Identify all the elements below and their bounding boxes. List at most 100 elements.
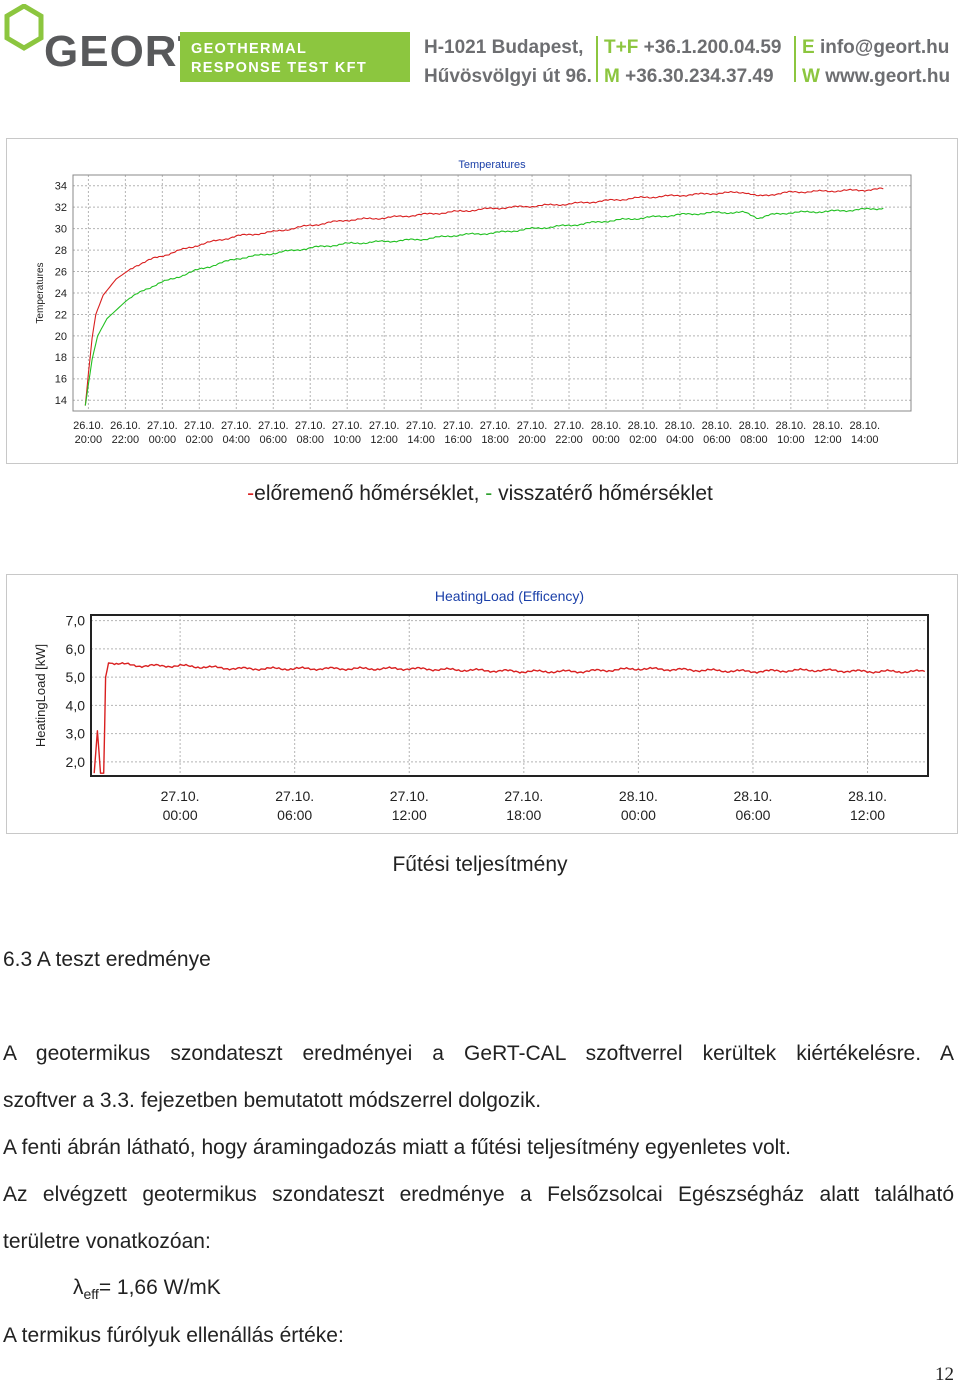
x-tick-label-time: 14:00 [851, 434, 879, 446]
phone-2: +36.30.234.37.49 [625, 66, 774, 87]
phone-label-2: M [604, 66, 620, 87]
y-tick-label: 14 [55, 395, 67, 407]
paragraph-1-line-2: szoftver a 3.3. fejezetben bemutatott mó… [3, 1089, 542, 1112]
x-tick-label-date: 27.10. [147, 420, 178, 432]
x-tick-label-date: 26.10. [73, 420, 104, 432]
logo-text: GEORT [44, 27, 206, 76]
y-tick-label: 6,0 [66, 641, 86, 657]
x-tick-label-time: 00:00 [592, 434, 620, 446]
x-tick-label-date: 28.10. [702, 420, 733, 432]
y-tick-label: 34 [55, 181, 67, 193]
x-tick-label-time: 18:00 [481, 434, 509, 446]
lambda-value: λeff= 1,66 W/mK [73, 1276, 221, 1302]
series-line-1 [84, 187, 884, 406]
email-label: E [802, 37, 815, 58]
y-tick-label: 2,0 [66, 754, 86, 770]
x-tick-label-time: 06:00 [277, 807, 312, 823]
heating-load-caption: Fűtési teljesítmény [392, 853, 568, 876]
x-tick-label-time: 12:00 [392, 807, 427, 823]
series-line-1 [93, 662, 926, 774]
heating-load-chart-svg: HeatingLoad (Efficency) HeatingLoad [kW] 2… [33, 588, 929, 823]
x-tick-label-date: 27.10. [406, 420, 437, 432]
x-tick-label-time: 12:00 [370, 434, 398, 446]
series-line-2 [84, 207, 884, 406]
x-tick-label-date: 27.10. [275, 788, 314, 804]
plot-frame [72, 174, 912, 412]
y-tick-label: 16 [55, 374, 67, 386]
web-column: E info@geort.hu W www.geort.hu [802, 33, 950, 91]
lambda-symbol: λ [73, 1276, 84, 1299]
x-tick-label-time: 16:00 [444, 434, 472, 446]
paragraph-2: A fenti ábrán látható, hogy áramingadozá… [3, 1136, 791, 1159]
address-line-2: Hűvösvölgyi út 96. [424, 66, 592, 87]
x-tick-label-time: 12:00 [850, 807, 885, 823]
x-tick-label-time: 00:00 [163, 807, 198, 823]
plot-frame [90, 614, 929, 777]
paragraph-3-line-1: Az elvégzett geotermikus szondateszt ere… [3, 1183, 954, 1206]
phone-line-1: T+F +36.1.200.04.59 [604, 33, 781, 62]
paragraph-3-line-2: területre vonatkozóan: [3, 1230, 211, 1253]
x-tick-label-date: 27.10. [161, 788, 200, 804]
y-tick-label: 5,0 [66, 669, 86, 685]
lambda-subscript: eff [83, 1286, 99, 1303]
page-number: 12 [935, 1364, 954, 1385]
y-axis-label: Temperatures [35, 262, 46, 323]
logo-band: GEOTHERMAL RESPONSE TEST KFT [180, 32, 410, 82]
header-divider [596, 36, 598, 82]
web-label: W [802, 66, 820, 87]
y-tick-label: 28 [55, 245, 67, 257]
chart-title: Temperatures [458, 159, 526, 171]
x-tick-label-date: 28.10. [848, 788, 887, 804]
paragraph-1-line-1: A geotermikus szondateszt eredményei a G… [3, 1042, 954, 1065]
y-tick-label: 22 [55, 309, 67, 321]
y-tick-label: 26 [55, 266, 67, 278]
phone-line-2: M +36.30.234.37.49 [604, 62, 781, 91]
section-heading: 6.3 A teszt eredménye [3, 948, 211, 971]
y-tick-label: 30 [55, 223, 67, 235]
y-tick-label: 18 [55, 352, 67, 364]
x-tick-label-time: 08:00 [740, 434, 768, 446]
x-tick-label-date: 27.10. [369, 420, 400, 432]
x-tick-label-date: 27.10. [221, 420, 252, 432]
x-tick-label-date: 27.10. [332, 420, 363, 432]
x-tick-label-date: 28.10. [591, 420, 622, 432]
caption-green-dash: - [485, 482, 493, 505]
y-tick-label: 7,0 [66, 613, 86, 629]
phone-1: +36.1.200.04.59 [643, 37, 782, 58]
geort-logo-icon [4, 4, 44, 51]
x-tick-label-time: 00:00 [621, 807, 656, 823]
x-tick-label-time: 20:00 [518, 434, 546, 446]
y-axis-label: HeatingLoad [kW] [33, 644, 48, 747]
caption-part-1: előremenő hőmérséklet, [254, 482, 486, 505]
resistance-line: A termikus fúrólyuk ellenállás értéke: [3, 1324, 344, 1347]
x-tick-label-time: 08:00 [296, 434, 324, 446]
x-tick-label-time: 04:00 [223, 434, 251, 446]
x-tick-label-date: 28.10. [813, 420, 844, 432]
x-tick-label-date: 27.10. [443, 420, 474, 432]
email-line: E info@geort.hu [802, 33, 950, 62]
x-tick-label-date: 26.10. [110, 420, 141, 432]
x-tick-label-time: 20:00 [75, 434, 103, 446]
address-line-1: H-1021 Budapest, [424, 37, 584, 58]
x-tick-label-time: 00:00 [149, 434, 177, 446]
web-line: W www.geort.hu [802, 62, 950, 91]
x-tick-label-time: 18:00 [506, 807, 541, 823]
x-tick-label-time: 22:00 [555, 434, 583, 446]
phone-column: T+F +36.1.200.04.59 M +36.30.234.37.49 [604, 33, 781, 91]
x-tick-label-date: 28.10. [628, 420, 659, 432]
y-tick-label: 4,0 [66, 697, 86, 713]
header-divider [794, 36, 796, 82]
x-tick-label-date: 27.10. [184, 420, 215, 432]
y-tick-label: 32 [55, 202, 67, 214]
x-tick-label-date: 27.10. [554, 420, 585, 432]
heating-load-chart: HeatingLoad (Efficency) HeatingLoad [kW] 2… [6, 574, 958, 834]
y-tick-label: 20 [55, 331, 67, 343]
x-tick-label-date: 27.10. [504, 788, 543, 804]
x-tick-label-date: 28.10. [776, 420, 807, 432]
x-tick-label-date: 28.10. [733, 788, 772, 804]
x-tick-label-date: 27.10. [480, 420, 511, 432]
band-line-1: GEOTHERMAL [191, 41, 308, 57]
temperatures-chart: Temperatures Temperatures 14 16 18 20 22 24 26 28… [6, 138, 958, 464]
band-line-2: RESPONSE TEST KFT [191, 60, 367, 76]
x-tick-label-date: 28.10. [665, 420, 696, 432]
